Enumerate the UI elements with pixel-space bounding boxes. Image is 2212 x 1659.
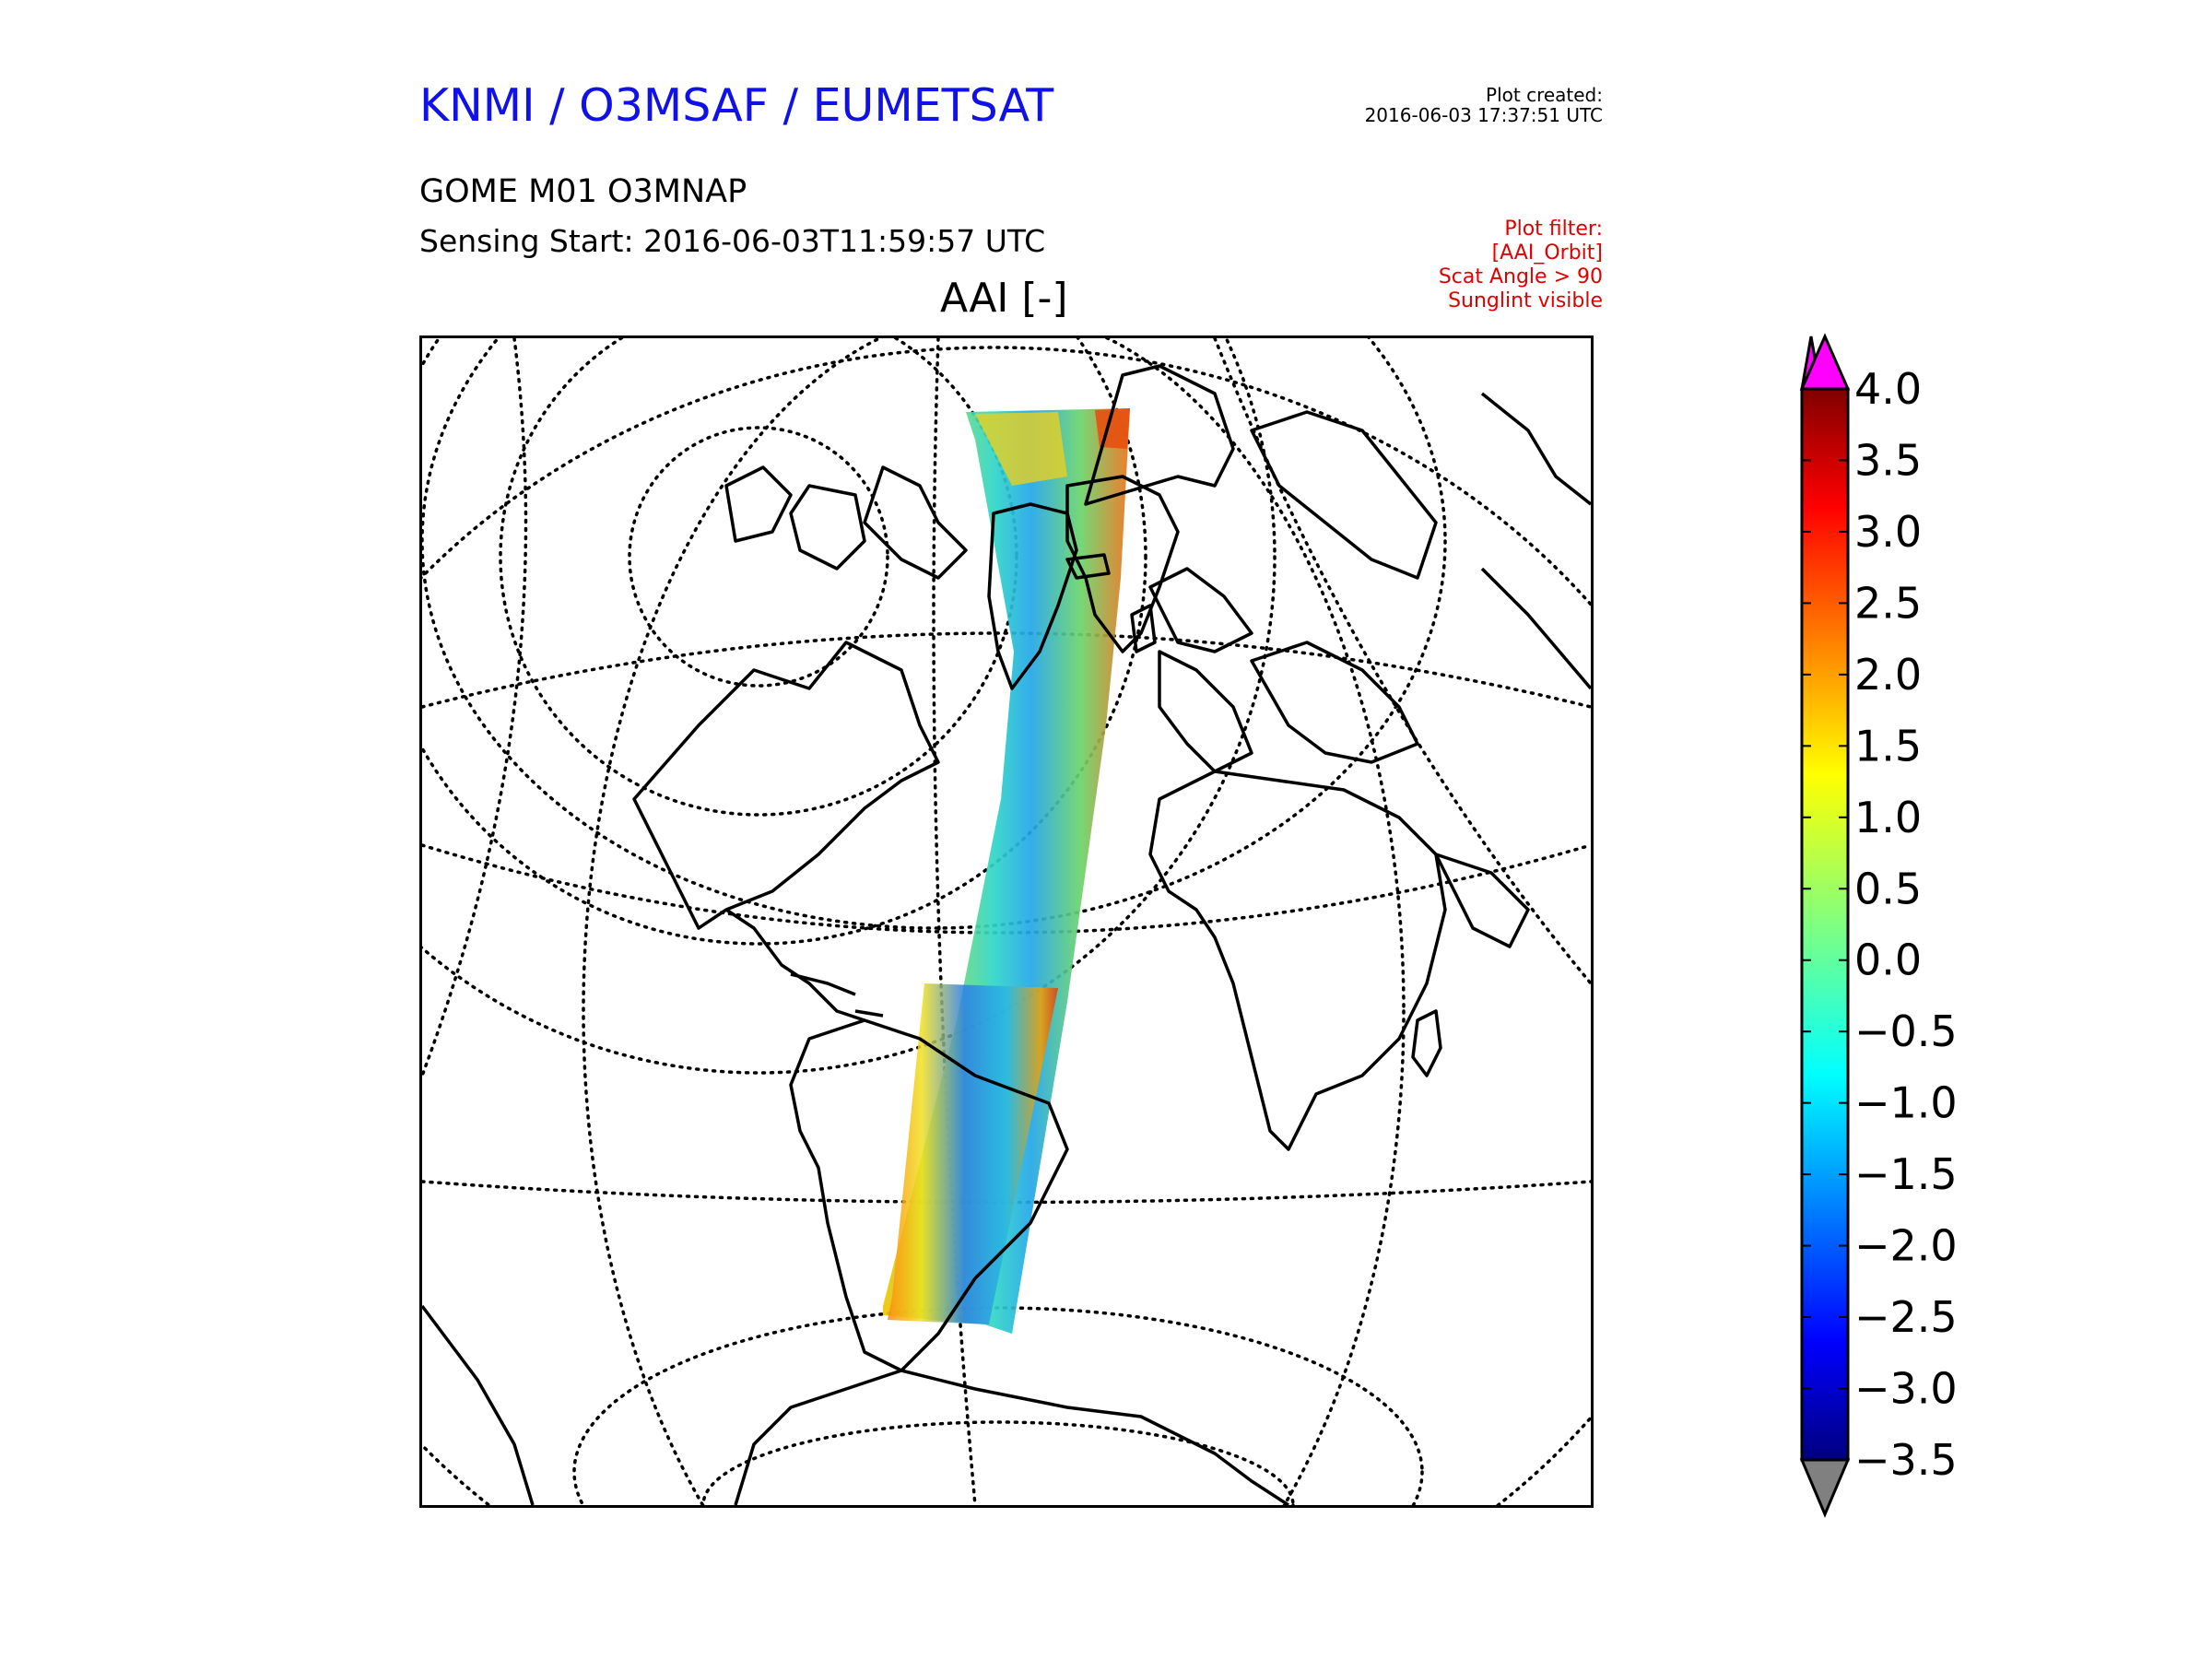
colorbar-ticks: 4.0 3.5 3.0 2.5 2.0 1.5 1.0 0.5 0.0 −0.5 −1.0 −1.5 −… [1802,364,1958,1485]
colorbar-tick-label: −2.0 [1854,1221,1958,1271]
product-name: GOME M01 O3MNAP [419,173,747,210]
colorbar-tick-label: 2.5 [1854,578,1922,628]
colorbar-tick-label: 1.5 [1854,721,1922,771]
colorbar-tick-label: −0.5 [1854,1006,1958,1056]
colorbar-tick-label: 1.0 [1854,793,1922,842]
colorbar-under-arrow [1799,1458,1851,1518]
plot-filter: Plot filter: [AAI_Orbit] Scat Angle > 90… [1439,218,1603,313]
map-canvas [422,338,1591,1505]
colorbar-tick-label: −1.5 [1854,1149,1958,1199]
colorbar-tick-label: 0.0 [1854,935,1922,985]
map-panel [419,335,1594,1508]
colorbar-tick-label: −3.0 [1854,1364,1958,1414]
colorbar-tick-label: 3.5 [1854,435,1922,485]
colorbar-tick-label: −3.5 [1854,1435,1958,1485]
plot-filter-line: [AAI_Orbit] [1491,241,1603,265]
coastlines [422,364,1591,1505]
map-title: AAI [-] [940,275,1068,322]
plot-filter-line: Plot filter: [1504,218,1603,241]
aai-swath [883,408,1130,1334]
plot-created-timestamp: 2016-06-03 17:37:51 UTC [1364,104,1603,126]
colorbar-tick-label: 3.0 [1854,507,1922,557]
colorbar-tick-label: 2.0 [1854,650,1922,700]
colorbar-tick-label: 4.0 [1854,364,1922,414]
colorbar-over-arrow [1799,333,1851,391]
colorbar-gradient [1800,387,1850,1462]
plot-filter-line: Scat Angle > 90 [1438,265,1603,288]
plot-filter-line: Sunglint visible [1448,289,1603,312]
organization-title: KNMI / O3MSAF / EUMETSAT [419,79,1054,132]
colorbar-tick-label: −2.5 [1854,1292,1958,1342]
colorbar-tick-label: 0.5 [1854,864,1922,913]
sensing-start: Sensing Start: 2016-06-03T11:59:57 UTC [419,223,1046,259]
colorbar: 4.0 3.5 3.0 2.5 2.0 1.5 1.0 0.5 0.0 −0.5 −1.0 −1.5 −… [1799,333,1958,1518]
plot-created-label: Plot created: [1486,84,1603,106]
colorbar-tick-label: −1.0 [1854,1078,1958,1128]
